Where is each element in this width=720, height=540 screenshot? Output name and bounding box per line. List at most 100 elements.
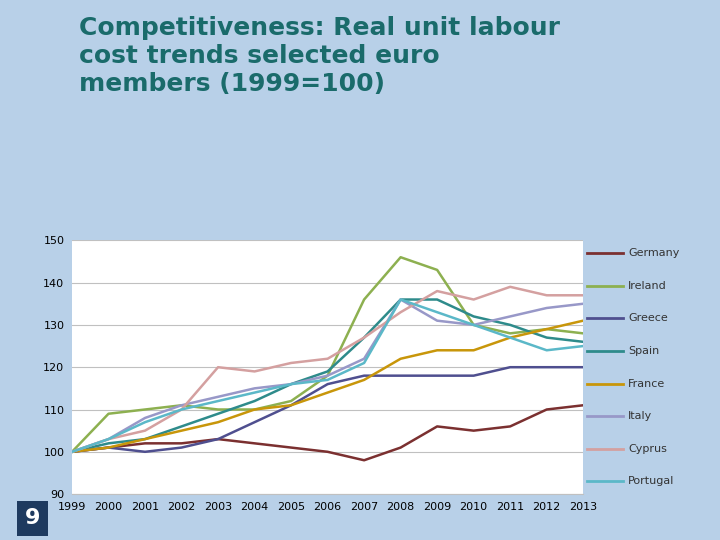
Portugal bbox=[140, 419, 149, 426]
Ireland bbox=[104, 410, 113, 417]
Germany bbox=[542, 406, 551, 413]
Ireland bbox=[506, 330, 515, 336]
Greece bbox=[506, 364, 515, 370]
Greece bbox=[360, 373, 369, 379]
Ireland bbox=[177, 402, 186, 409]
Line: Portugal: Portugal bbox=[72, 300, 583, 452]
Greece bbox=[251, 419, 259, 426]
Spain bbox=[396, 296, 405, 303]
Ireland bbox=[433, 267, 441, 273]
Portugal bbox=[104, 436, 113, 442]
Italy bbox=[542, 305, 551, 311]
Italy bbox=[104, 436, 113, 442]
Text: Spain: Spain bbox=[629, 346, 660, 356]
Cyprus bbox=[396, 309, 405, 315]
Greece bbox=[287, 402, 295, 409]
Italy bbox=[287, 381, 295, 387]
Germany bbox=[214, 436, 222, 442]
Italy bbox=[323, 373, 332, 379]
Portugal bbox=[323, 377, 332, 383]
Greece bbox=[140, 449, 149, 455]
Ireland bbox=[140, 406, 149, 413]
Greece bbox=[68, 449, 76, 455]
Ireland bbox=[323, 373, 332, 379]
Line: Ireland: Ireland bbox=[72, 257, 583, 452]
Germany bbox=[251, 440, 259, 447]
France bbox=[396, 355, 405, 362]
Germany bbox=[506, 423, 515, 430]
Spain bbox=[214, 410, 222, 417]
Italy bbox=[68, 449, 76, 455]
Spain bbox=[506, 322, 515, 328]
Portugal bbox=[287, 381, 295, 387]
France bbox=[469, 347, 478, 354]
Spain bbox=[177, 423, 186, 430]
Line: France: France bbox=[72, 321, 583, 452]
Text: France: France bbox=[629, 379, 665, 388]
Text: Ireland: Ireland bbox=[629, 281, 667, 291]
Italy bbox=[579, 300, 588, 307]
Germany bbox=[579, 402, 588, 409]
Greece bbox=[323, 381, 332, 387]
Text: Portugal: Portugal bbox=[629, 476, 675, 487]
Cyprus bbox=[104, 436, 113, 442]
Greece bbox=[177, 444, 186, 451]
Cyprus bbox=[214, 364, 222, 370]
Germany bbox=[287, 444, 295, 451]
Germany bbox=[323, 449, 332, 455]
Cyprus bbox=[140, 428, 149, 434]
Italy bbox=[396, 296, 405, 303]
Spain bbox=[68, 449, 76, 455]
Ireland bbox=[469, 322, 478, 328]
Italy bbox=[140, 415, 149, 421]
Text: Italy: Italy bbox=[629, 411, 652, 421]
Portugal bbox=[579, 343, 588, 349]
Portugal bbox=[469, 322, 478, 328]
Greece bbox=[433, 373, 441, 379]
France bbox=[214, 419, 222, 426]
Greece bbox=[104, 444, 113, 451]
Spain bbox=[140, 436, 149, 442]
France bbox=[251, 406, 259, 413]
Portugal bbox=[360, 360, 369, 366]
Text: Germany: Germany bbox=[629, 248, 680, 258]
Ireland bbox=[579, 330, 588, 336]
Italy bbox=[433, 318, 441, 324]
Line: Cyprus: Cyprus bbox=[72, 287, 583, 452]
France bbox=[68, 449, 76, 455]
Ireland bbox=[542, 326, 551, 332]
Ireland bbox=[287, 398, 295, 404]
Portugal bbox=[506, 334, 515, 341]
Cyprus bbox=[287, 360, 295, 366]
Cyprus bbox=[323, 355, 332, 362]
Italy bbox=[177, 402, 186, 409]
Germany bbox=[104, 444, 113, 451]
Spain bbox=[542, 334, 551, 341]
Line: Italy: Italy bbox=[72, 300, 583, 452]
Italy bbox=[506, 313, 515, 320]
Germany bbox=[433, 423, 441, 430]
Cyprus bbox=[469, 296, 478, 303]
France bbox=[360, 377, 369, 383]
Greece bbox=[542, 364, 551, 370]
France bbox=[140, 436, 149, 442]
Portugal bbox=[68, 449, 76, 455]
France bbox=[542, 326, 551, 332]
Text: Competitiveness: Real unit labour
cost trends selected euro
members (1999=100): Competitiveness: Real unit labour cost t… bbox=[79, 16, 560, 96]
Line: Spain: Spain bbox=[72, 300, 583, 452]
Spain bbox=[360, 334, 369, 341]
Germany bbox=[140, 440, 149, 447]
France bbox=[433, 347, 441, 354]
Portugal bbox=[214, 398, 222, 404]
Spain bbox=[251, 398, 259, 404]
Greece bbox=[469, 373, 478, 379]
Spain bbox=[579, 339, 588, 345]
Italy bbox=[214, 394, 222, 400]
Greece bbox=[214, 436, 222, 442]
Portugal bbox=[251, 389, 259, 396]
Ireland bbox=[360, 296, 369, 303]
France bbox=[104, 444, 113, 451]
Cyprus bbox=[68, 449, 76, 455]
Cyprus bbox=[506, 284, 515, 290]
France bbox=[506, 334, 515, 341]
